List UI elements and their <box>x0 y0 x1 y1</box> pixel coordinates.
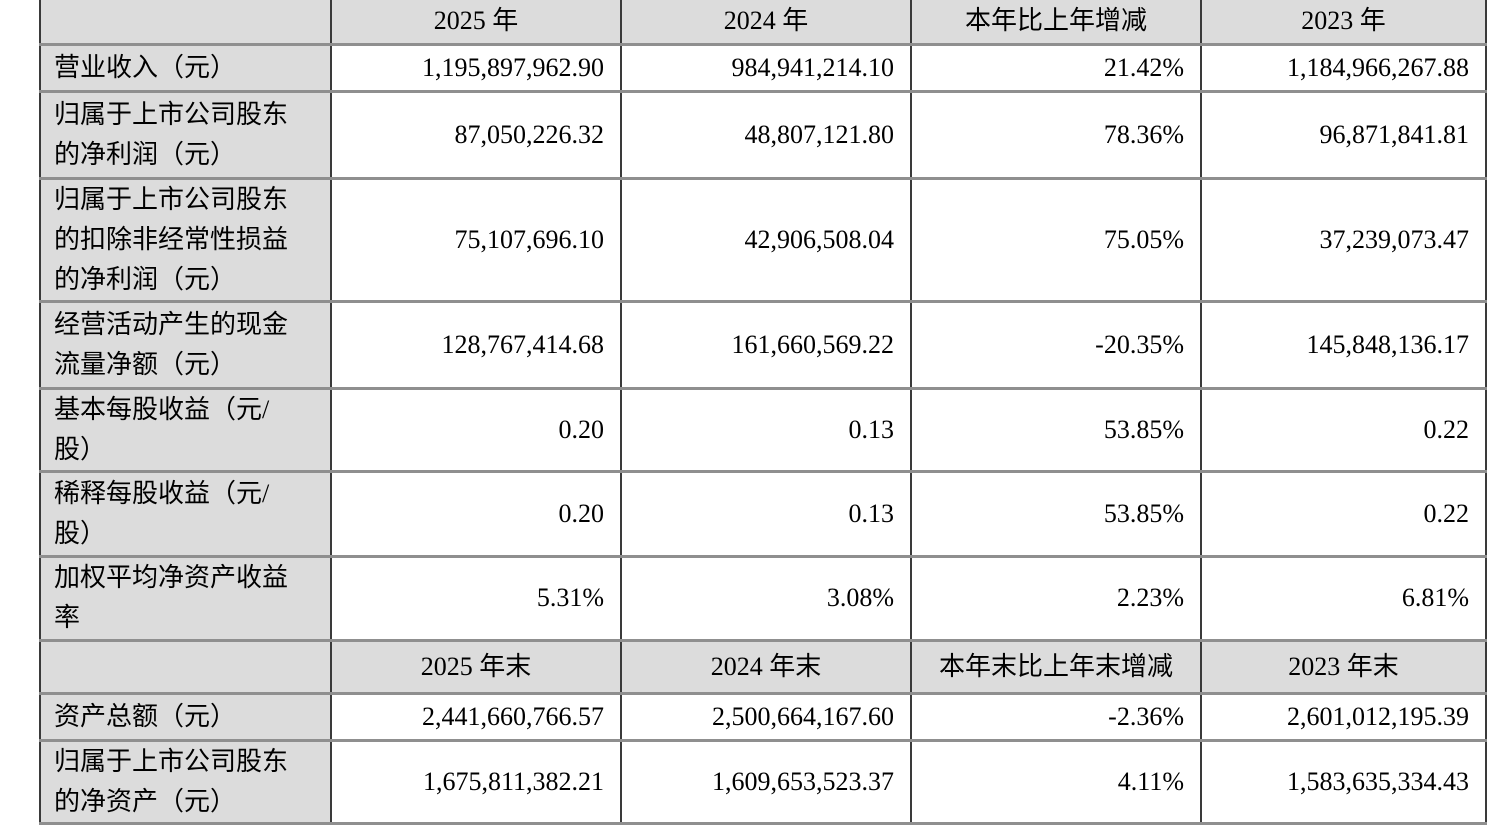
metric-value-cell: -2.36% <box>910 691 1201 740</box>
table-row: 经营活动产生的现金 流量净额（元） 128,767,414.68 161,660,5… <box>39 299 1487 388</box>
metric-label-cell: 经营活动产生的现金 流量净额（元） <box>39 299 331 388</box>
metric-value-cell: 1,609,653,523.37 <box>620 738 911 825</box>
metric-label-cell: 稀释每股收益（元/ 股） <box>39 469 331 556</box>
metric-value-cell: 128,767,414.68 <box>330 299 621 388</box>
metric-value-cell: 75.05% <box>910 176 1201 301</box>
metric-value-cell: 3.08% <box>620 554 911 640</box>
metric-value-cell: 53.85% <box>910 386 1201 471</box>
metric-value-cell: 0.13 <box>620 469 911 556</box>
metric-value-cell: 1,675,811,382.21 <box>330 738 621 825</box>
table-row: 资产总额（元） 2,441,660,766.57 2,500,664,167.60-… <box>39 691 1487 740</box>
header-empty-cell <box>39 0 331 44</box>
metric-label-cell: 资产总额（元） <box>39 691 331 740</box>
table-row: 基本每股收益（元/ 股） 0.20 0.13 53.85% 0.22 <box>39 386 1487 471</box>
period-header-cell: 2024 年 <box>620 0 911 44</box>
table-row: 稀释每股收益（元/ 股） 0.20 0.13 53.85% 0.22 <box>39 469 1487 556</box>
financial-summary-table: 2025 年 2024 年本年比上年增减 2023 年营业收入（元） 1,195,89… <box>39 0 1487 825</box>
metric-value-cell: 1,195,897,962.90 <box>330 42 621 91</box>
table-header-row: 2025 年末 2024 年末 本年末比上年末增减 2023 年末 <box>39 638 1487 693</box>
metric-value-cell: 4.11% <box>910 738 1201 825</box>
header-empty-cell <box>39 638 331 693</box>
metric-value-cell: 2.23% <box>910 554 1201 640</box>
metric-value-cell: 2,441,660,766.57 <box>330 691 621 740</box>
period-header-cell: 2023 年 <box>1200 0 1487 44</box>
table-row: 归属于上市公司股东 的净资产（元） 1,675,811,382.21 1,609,6… <box>39 738 1487 825</box>
metric-value-cell: 2,601,012,195.39 <box>1200 691 1487 740</box>
metric-value-cell: 37,239,073.47 <box>1200 176 1487 301</box>
metric-value-cell: 0.13 <box>620 386 911 471</box>
metric-value-cell: 1,184,966,267.88 <box>1200 42 1487 91</box>
metric-value-cell: 21.42% <box>910 42 1201 91</box>
metric-label-cell: 基本每股收益（元/ 股） <box>39 386 331 471</box>
metric-label-cell: 归属于上市公司股东 的净利润（元） <box>39 89 331 178</box>
metric-value-cell: 0.22 <box>1200 469 1487 556</box>
metric-value-cell: 2,500,664,167.60 <box>620 691 911 740</box>
period-header-cell: 2024 年末 <box>620 638 911 693</box>
metric-value-cell: 42,906,508.04 <box>620 176 911 301</box>
period-header-cell: 本年末比上年末增减 <box>910 638 1201 693</box>
metric-value-cell: 0.20 <box>330 469 621 556</box>
period-header-cell: 2025 年 <box>330 0 621 44</box>
financial-summary: 2025 年 2024 年本年比上年增减 2023 年营业收入（元） 1,195,89… <box>39 0 1487 825</box>
metric-value-cell: -20.35% <box>910 299 1201 388</box>
table-row: 加权平均净资产收益 率 5.31% 3.08% 2.23% 6.81% <box>39 554 1487 640</box>
metric-value-cell: 96,871,841.81 <box>1200 89 1487 178</box>
metric-value-cell: 5.31% <box>330 554 621 640</box>
metric-value-cell: 984,941,214.10 <box>620 42 911 91</box>
metric-value-cell: 0.22 <box>1200 386 1487 471</box>
table-row: 营业收入（元） 1,195,897,962.90 984,941,214.10 21.… <box>39 42 1487 91</box>
metric-value-cell: 161,660,569.22 <box>620 299 911 388</box>
metric-value-cell: 6.81% <box>1200 554 1487 640</box>
metric-label-cell: 归属于上市公司股东 的扣除非经常性损益 的净利润（元） <box>39 176 331 301</box>
period-header-cell: 本年比上年增减 <box>910 0 1201 44</box>
metric-value-cell: 75,107,696.10 <box>330 176 621 301</box>
table-header-row: 2025 年 2024 年本年比上年增减 2023 年 <box>39 0 1487 44</box>
table-row: 归属于上市公司股东 的扣除非经常性损益 的净利润（元） 75,107,696.10… <box>39 176 1487 301</box>
period-header-cell: 2025 年末 <box>330 638 621 693</box>
metric-value-cell: 87,050,226.32 <box>330 89 621 178</box>
metric-label-cell: 营业收入（元） <box>39 42 331 91</box>
metric-value-cell: 78.36% <box>910 89 1201 178</box>
table-row: 归属于上市公司股东 的净利润（元） 87,050,226.32 48,807,121… <box>39 89 1487 178</box>
metric-value-cell: 53.85% <box>910 469 1201 556</box>
period-header-cell: 2023 年末 <box>1200 638 1487 693</box>
metric-value-cell: 1,583,635,334.43 <box>1200 738 1487 825</box>
metric-value-cell: 48,807,121.80 <box>620 89 911 178</box>
metric-value-cell: 145,848,136.17 <box>1200 299 1487 388</box>
metric-value-cell: 0.20 <box>330 386 621 471</box>
metric-label-cell: 归属于上市公司股东 的净资产（元） <box>39 738 331 825</box>
table-body: 2025 年 2024 年本年比上年增减 2023 年营业收入（元） 1,195,89… <box>39 0 1487 825</box>
metric-label-cell: 加权平均净资产收益 率 <box>39 554 331 640</box>
